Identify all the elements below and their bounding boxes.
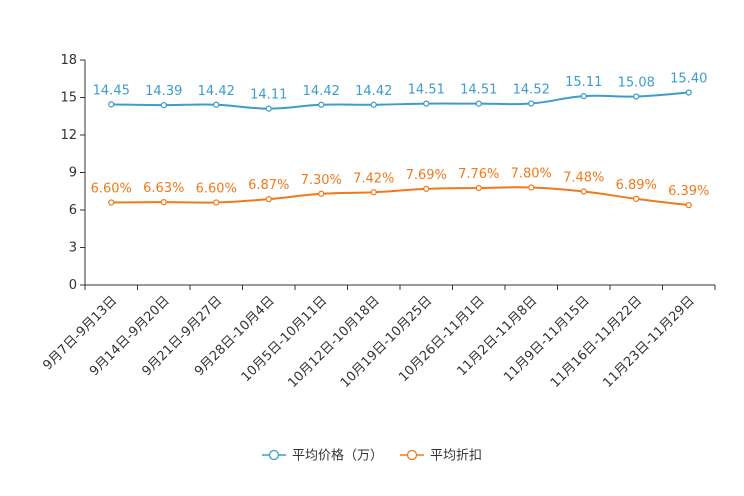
data-label: 14.42 [303,84,340,99]
data-label: 14.45 [93,83,130,98]
data-label: 6.39% [668,184,709,199]
data-label: 14.51 [408,83,445,98]
data-point[interactable] [318,190,325,197]
y-tick-label: 15 [60,91,77,106]
data-label: 14.42 [198,84,235,99]
data-point[interactable] [213,199,220,206]
x-tick-label: 11月16日-11月22日 [548,293,645,390]
legend-marker-icon [268,449,280,461]
x-tick-label: 10月19日-10月25日 [338,293,435,390]
data-point[interactable] [528,100,535,107]
data-point[interactable] [265,196,272,203]
data-point[interactable] [370,101,377,108]
data-point[interactable] [108,101,115,108]
data-point[interactable] [265,105,272,112]
data-labels: 14.45 14.39 14.42 14.11 14.42 14.42 14.51 14.51… [91,72,710,200]
data-points [108,89,692,209]
data-label: 7.80% [511,167,552,182]
x-tick-label: 11月23日-11月29日 [600,293,697,390]
data-point[interactable] [423,185,430,192]
legend-label: 平均折扣 [430,449,482,464]
y-tick-label: 9 [69,166,77,181]
data-point[interactable] [423,100,430,107]
y-tick-label: 18 [60,53,77,68]
data-label: 7.69% [406,168,447,183]
x-tick-label: 10月12日-10月18日 [285,293,382,390]
data-point[interactable] [370,189,377,196]
data-label: 6.87% [248,178,289,193]
data-label: 7.30% [301,173,342,188]
data-point[interactable] [528,184,535,191]
data-point[interactable] [633,195,640,202]
data-label: 15.11 [565,75,602,90]
chart-axes: 03691215189月7日-9月13日9月14日-9月20日9月21日-9月2… [40,53,716,391]
data-label: 14.11 [250,88,287,103]
data-label: 7.76% [458,167,499,182]
series-lines [111,91,689,207]
series-line-1 [111,186,689,207]
data-point[interactable] [475,100,482,107]
data-label: 6.63% [143,181,184,196]
data-point[interactable] [213,101,220,108]
data-label: 7.42% [353,171,394,186]
data-point[interactable] [475,184,482,192]
legend-marker-icon [406,449,418,461]
data-label: 14.51 [460,83,497,98]
data-label: 6.60% [91,182,132,197]
data-point[interactable] [685,202,692,209]
data-label: 15.40 [670,72,707,87]
data-point[interactable] [580,93,587,100]
data-point[interactable] [160,102,167,109]
data-label: 15.08 [618,76,655,91]
data-point[interactable] [633,93,640,100]
series-line-0 [111,91,689,110]
chart-legend[interactable]: 平均价格（万） 平均折扣 [262,448,482,464]
data-label: 14.42 [355,84,392,99]
data-point[interactable] [160,199,167,206]
y-tick-label: 6 [69,203,77,218]
data-point[interactable] [108,199,115,206]
data-label: 14.52 [513,83,550,98]
data-label: 7.48% [563,171,604,186]
y-tick-label: 0 [69,278,77,293]
data-label: 14.39 [145,84,182,99]
data-point[interactable] [318,101,325,108]
data-point[interactable] [580,188,587,195]
legend-item-1[interactable]: 平均折扣 [400,449,482,464]
data-label: 6.89% [616,178,657,193]
legend-label: 平均价格（万） [292,448,383,464]
data-point[interactable] [685,89,692,96]
legend-item-0[interactable]: 平均价格（万） [262,448,383,464]
data-label: 6.60% [196,182,237,197]
y-tick-label: 12 [60,128,77,143]
y-tick-label: 3 [69,241,77,256]
